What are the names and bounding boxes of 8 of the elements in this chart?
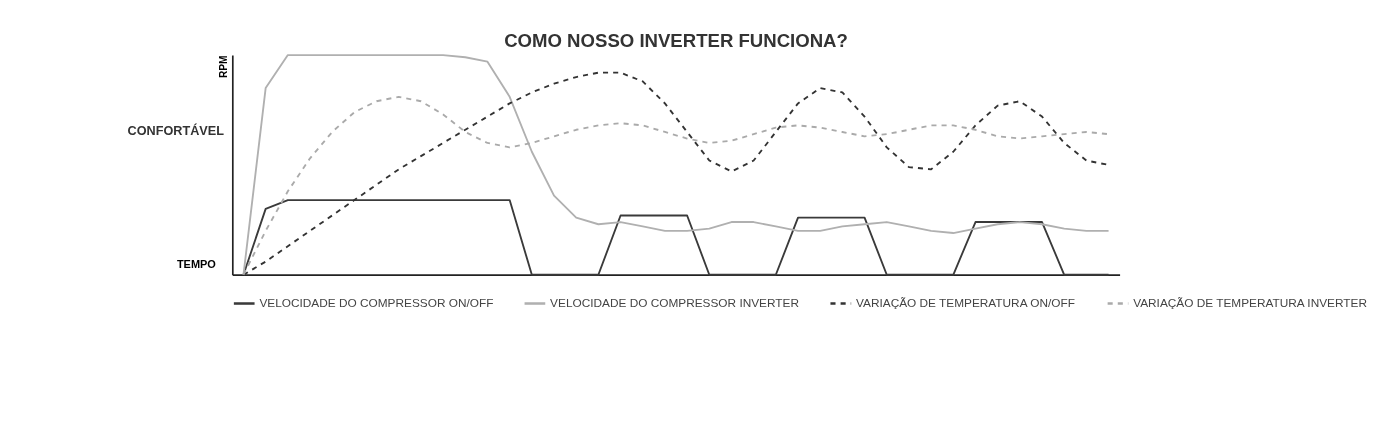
x-axis-title: TEMPO: [176, 257, 217, 270]
y-axis-title: RPM: [217, 55, 229, 78]
legend-label: VARIAÇÃO DE TEMPERATURA INVERTER: [1133, 295, 1367, 310]
legend-label: VELOCIDADE DO COMPRESSOR INVERTER: [550, 295, 799, 310]
legend-label: VELOCIDADE DO COMPRESSOR ON/OFF: [259, 295, 494, 310]
chart-title: COMO NOSSO INVERTER FUNCIONA?: [504, 29, 848, 51]
legend-label: VARIAÇÃO DE TEMPERATURA ON/OFF: [856, 295, 1075, 310]
text: CONFORTÁVEL: [127, 123, 225, 139]
